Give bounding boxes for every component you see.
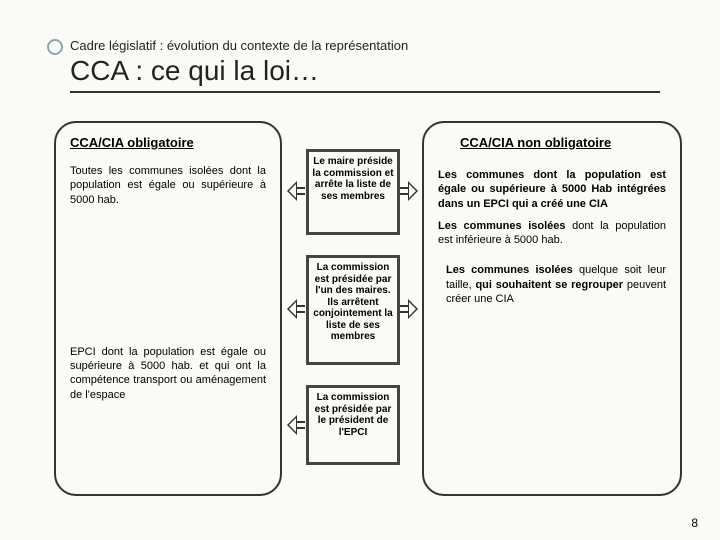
mid-box-1: Le maire préside la commission et arrête… — [306, 149, 400, 235]
right-p2: Les communes isolées dont la population … — [438, 219, 666, 248]
left-title: CCA/CIA obligatoire — [70, 135, 266, 150]
arrow-left-1 — [287, 179, 305, 203]
page-number: 8 — [691, 516, 698, 530]
arrow-left-3 — [287, 413, 305, 437]
mid-box-3: La commission est présidée par le présid… — [306, 385, 400, 465]
right-column: CCA/CIA non obligatoire Les communes don… — [422, 121, 682, 496]
header: Cadre législatif : évolution du contexte… — [0, 0, 720, 97]
arrow-left-2 — [287, 297, 305, 321]
left-column: CCA/CIA obligatoire Toutes les communes … — [54, 121, 282, 496]
arrow-right-1 — [400, 179, 418, 203]
right-title: CCA/CIA non obligatoire — [438, 135, 666, 150]
arrow-right-2 — [400, 297, 418, 321]
header-title: CCA : ce qui la loi… — [70, 55, 660, 93]
right-p1: Les communes dont la population est égal… — [438, 168, 666, 211]
header-subtitle: Cadre législatif : évolution du contexte… — [70, 38, 670, 53]
header-bullet — [47, 39, 63, 55]
right-p3: Les communes isolées quelque soit leur t… — [438, 263, 666, 306]
left-p2: EPCI dont la population est égale ou sup… — [70, 345, 266, 402]
left-p1: Toutes les communes isolées dont la popu… — [70, 164, 266, 207]
mid-box-2: La commission est présidée par l'un des … — [306, 255, 400, 365]
